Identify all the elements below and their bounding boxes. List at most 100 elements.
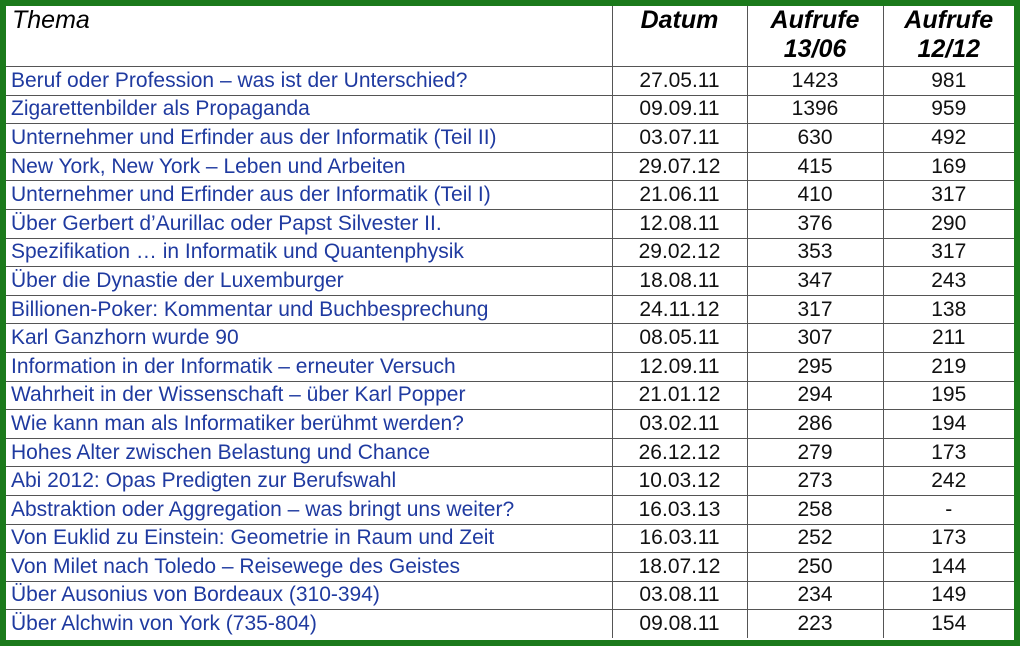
row-views-1306: 250	[746, 552, 884, 582]
row-views-1212: 317	[882, 180, 1014, 210]
row-topic[interactable]: Von Euklid zu Einstein: Geometrie in Rau…	[6, 523, 613, 554]
row-views-1306: 410	[746, 180, 884, 210]
row-date: 09.09.11	[611, 94, 748, 125]
table-row: Hohes Alter zwischen Belastung und Chanc…	[6, 437, 1014, 468]
row-date: 16.03.11	[611, 523, 748, 554]
table-row: Über Ausonius von Bordeaux (310-394) 03.0…	[6, 580, 1014, 611]
row-views-1212: 144	[882, 552, 1014, 582]
table-row: Unternehmer und Erfinder aus der Informa…	[6, 180, 1014, 210]
row-views-1306: 1396	[746, 94, 884, 125]
table-row: Unternehmer und Erfinder aus der Informa…	[6, 123, 1014, 153]
row-topic[interactable]: Unternehmer und Erfinder aus der Informa…	[6, 180, 613, 210]
views-table: Thema Datum Aufrufe 13/06 Aufrufe 12/12 …	[6, 6, 1014, 638]
table-row: Wahrheit in der Wissenschaft – über Karl…	[6, 380, 1014, 411]
header-views-1306-line2: 13/06	[783, 35, 847, 63]
table-row: Beruf oder Profession – was ist der Unte…	[6, 66, 1014, 96]
row-views-1212: 492	[882, 123, 1014, 153]
row-views-1306: 415	[746, 151, 884, 182]
header-views-1306: Aufrufe 13/06	[746, 6, 884, 67]
header-topic: Thema	[6, 6, 613, 67]
row-views-1306: 234	[746, 580, 884, 611]
row-views-1306: 353	[746, 237, 884, 268]
row-topic[interactable]: Von Milet nach Toledo – Reisewege des Ge…	[6, 552, 613, 582]
row-views-1306: 252	[746, 523, 884, 554]
row-date: 16.03.13	[611, 494, 748, 525]
header-views-1212: Aufrufe 12/12	[882, 6, 1014, 67]
row-date: 12.08.11	[611, 208, 748, 239]
table-row: Von Euklid zu Einstein: Geometrie in Rau…	[6, 523, 1014, 554]
row-date: 26.12.12	[611, 437, 748, 468]
table-row: New York, New York – Leben und Arbeiten 2…	[6, 151, 1014, 182]
row-views-1306: 286	[746, 409, 884, 439]
header-views-1212-line2: 12/12	[917, 35, 981, 63]
row-views-1212: 243	[882, 266, 1014, 296]
table-row: Billionen-Poker: Kommentar und Buchbespr…	[6, 294, 1014, 325]
row-date: 21.06.11	[611, 180, 748, 210]
row-views-1212: 138	[882, 294, 1014, 325]
table-row: Über Gerbert d’Aurillac oder Papst Silve…	[6, 208, 1014, 239]
table-row: Zigarettenbilder als Propaganda 09.09.11 1…	[6, 94, 1014, 125]
row-views-1306: 273	[746, 466, 884, 496]
row-topic[interactable]: Information in der Informatik – erneuter…	[6, 351, 613, 382]
row-views-1306: 307	[746, 323, 884, 353]
row-views-1212: 194	[882, 409, 1014, 439]
table-row: Karl Ganzhorn wurde 90 08.05.11 307 211	[6, 323, 1014, 353]
row-topic[interactable]: Billionen-Poker: Kommentar und Buchbespr…	[6, 294, 613, 325]
row-views-1212: -	[882, 494, 1014, 525]
header-views-1306-line1: Aufrufe	[770, 6, 860, 34]
header-date: Datum	[611, 6, 748, 67]
row-date: 12.09.11	[611, 351, 748, 382]
row-topic[interactable]: Über die Dynastie der Luxemburger	[6, 266, 613, 296]
row-topic[interactable]: Über Alchwin von York (735-804)	[6, 609, 613, 638]
row-views-1306: 1423	[746, 66, 884, 96]
row-views-1212: 290	[882, 208, 1014, 239]
row-topic[interactable]: New York, New York – Leben und Arbeiten	[6, 151, 613, 182]
row-views-1212: 173	[882, 523, 1014, 554]
row-views-1306: 630	[746, 123, 884, 153]
row-topic[interactable]: Unternehmer und Erfinder aus der Informa…	[6, 123, 613, 153]
row-topic[interactable]: Karl Ganzhorn wurde 90	[6, 323, 613, 353]
row-date: 03.02.11	[611, 409, 748, 439]
row-views-1212: 211	[882, 323, 1014, 353]
row-date: 18.07.12	[611, 552, 748, 582]
row-views-1212: 154	[882, 609, 1014, 638]
row-views-1306: 223	[746, 609, 884, 638]
row-views-1212: 195	[882, 380, 1014, 411]
row-views-1306: 258	[746, 494, 884, 525]
row-views-1212: 981	[882, 66, 1014, 96]
row-topic[interactable]: Beruf oder Profession – was ist der Unte…	[6, 66, 613, 96]
row-views-1212: 242	[882, 466, 1014, 496]
row-topic[interactable]: Wie kann man als Informatiker berühmt we…	[6, 409, 613, 439]
row-topic[interactable]: Wahrheit in der Wissenschaft – über Karl…	[6, 380, 613, 411]
row-date: 03.08.11	[611, 580, 748, 611]
header-views-1212-line1: Aufrufe	[904, 6, 994, 34]
row-views-1306: 279	[746, 437, 884, 468]
row-views-1306: 295	[746, 351, 884, 382]
row-topic[interactable]: Hohes Alter zwischen Belastung und Chanc…	[6, 437, 613, 468]
row-topic[interactable]: Abi 2012: Opas Predigten zur Berufswahl	[6, 466, 613, 496]
table-row: Von Milet nach Toledo – Reisewege des Ge…	[6, 552, 1014, 582]
row-views-1306: 376	[746, 208, 884, 239]
header-row: Thema Datum Aufrufe 13/06 Aufrufe 12/12	[6, 6, 1014, 67]
table-row: Abstraktion oder Aggregation – was bring…	[6, 494, 1014, 525]
row-views-1212: 219	[882, 351, 1014, 382]
row-topic[interactable]: Spezifikation … in Informatik und Quante…	[6, 237, 613, 268]
table-row: Über Alchwin von York (735-804) 09.08.11 2…	[6, 609, 1014, 638]
table-row: Information in der Informatik – erneuter…	[6, 351, 1014, 382]
row-views-1212: 149	[882, 580, 1014, 611]
row-views-1212: 173	[882, 437, 1014, 468]
row-views-1212: 169	[882, 151, 1014, 182]
row-views-1212: 317	[882, 237, 1014, 268]
row-views-1306: 294	[746, 380, 884, 411]
row-topic[interactable]: Zigarettenbilder als Propaganda	[6, 94, 613, 125]
row-topic[interactable]: Über Ausonius von Bordeaux (310-394)	[6, 580, 613, 611]
table-row: Abi 2012: Opas Predigten zur Berufswahl 1…	[6, 466, 1014, 496]
row-date: 08.05.11	[611, 323, 748, 353]
row-topic[interactable]: Über Gerbert d’Aurillac oder Papst Silve…	[6, 208, 613, 239]
row-topic[interactable]: Abstraktion oder Aggregation – was bring…	[6, 494, 613, 525]
row-date: 29.07.12	[611, 151, 748, 182]
row-views-1306: 347	[746, 266, 884, 296]
row-date: 27.05.11	[611, 66, 748, 96]
row-date: 03.07.11	[611, 123, 748, 153]
